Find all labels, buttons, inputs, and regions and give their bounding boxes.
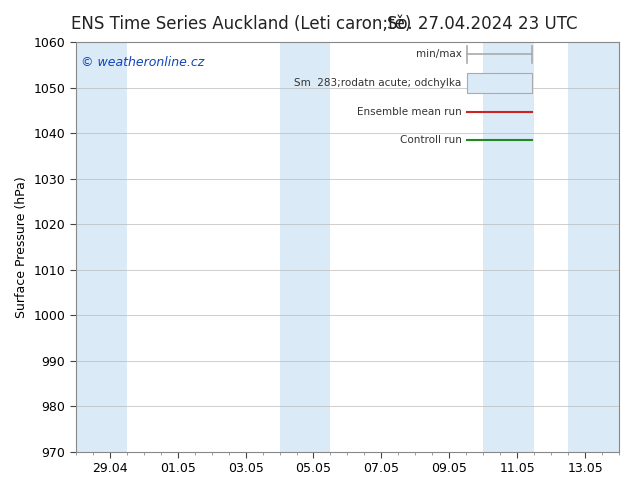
Text: Ensemble mean run: Ensemble mean run xyxy=(357,107,462,117)
Y-axis label: Surface Pressure (hPa): Surface Pressure (hPa) xyxy=(15,176,28,318)
Text: Controll run: Controll run xyxy=(399,135,462,146)
Bar xyxy=(568,42,619,452)
Bar xyxy=(76,42,127,452)
Text: min/max: min/max xyxy=(416,49,462,59)
Text: © weatheronline.cz: © weatheronline.cz xyxy=(81,56,205,70)
Text: Sm  283;rodatn acute; odchylka: Sm 283;rodatn acute; odchylka xyxy=(294,78,462,88)
Text: ENS Time Series Auckland (Leti caron;tě): ENS Time Series Auckland (Leti caron;tě) xyxy=(71,15,411,33)
Bar xyxy=(280,42,330,452)
Bar xyxy=(483,42,534,452)
Text: So. 27.04.2024 23 UTC: So. 27.04.2024 23 UTC xyxy=(387,15,577,33)
Bar xyxy=(467,73,532,93)
